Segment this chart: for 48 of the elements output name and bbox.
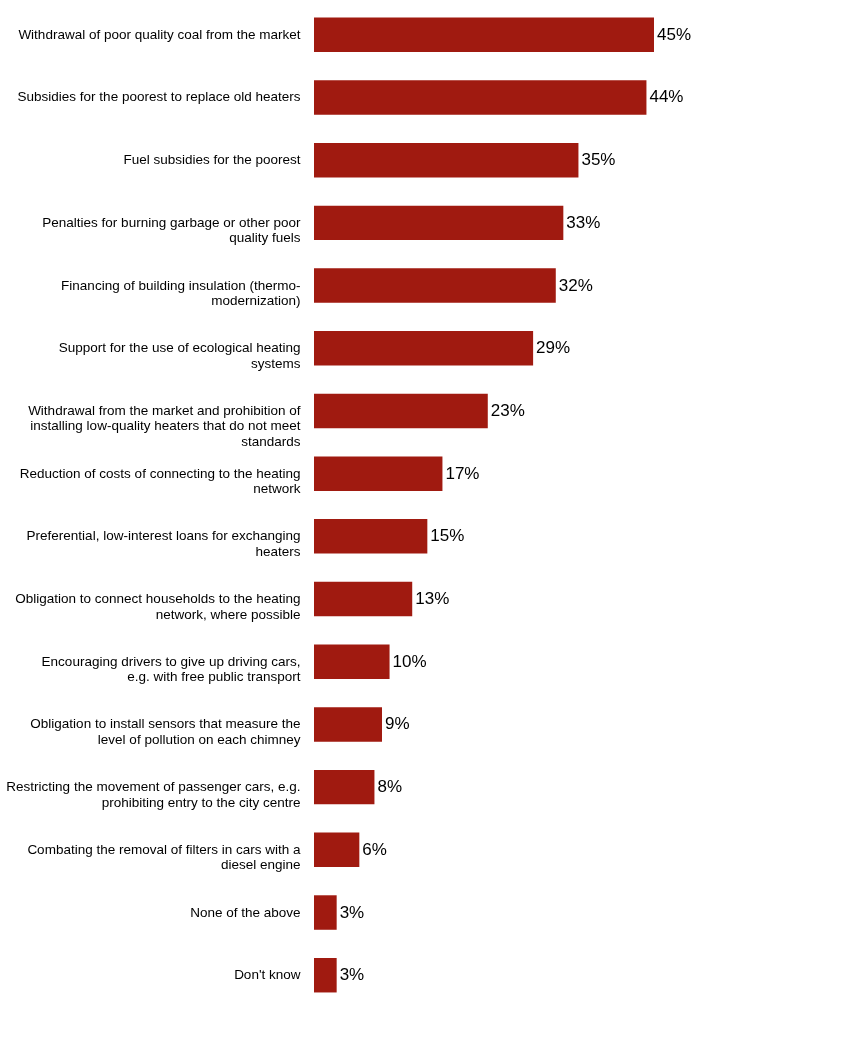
bar [314, 707, 382, 742]
bar [314, 456, 443, 491]
y-tick-label: None of the above [190, 904, 301, 920]
y-tick-label: Restricting the movement of passenger cars, e.g. prohibiting entry to the city centre [6, 779, 301, 810]
bar [314, 268, 556, 303]
data-label: 17% [445, 463, 480, 483]
data-label: 9% [385, 714, 410, 734]
y-tick-label: Preferential, low-interest loans for exchanging heaters [26, 528, 301, 559]
y-tick-label: Obligation to install sensors that measure the level of pollution on each chimney [30, 716, 301, 747]
data-label: 8% [377, 777, 403, 797]
bar [314, 519, 428, 554]
data-label: 3% [339, 965, 365, 985]
data-label: 35% [581, 150, 616, 170]
bar [314, 17, 654, 53]
data-label: 44% [649, 87, 684, 107]
data-label: 29% [536, 338, 571, 358]
data-label: 33% [566, 212, 601, 232]
y-tick-label: Withdrawal of poor quality coal from the market [18, 26, 301, 42]
y-tick-label: Reduction of costs of connecting to the heating network [19, 465, 301, 497]
y-tick-label: Combating the removal of filters in cars with a diesel engine [27, 841, 301, 873]
data-label: 6% [362, 839, 387, 859]
bar [314, 80, 647, 115]
data-label: 15% [430, 526, 465, 546]
y-tick-label: Don't know [234, 967, 301, 983]
y-tick-label: Fuel subsidies for the poorest [123, 152, 301, 168]
bar [314, 331, 534, 366]
y-tick-label: Obligation to connect households to the heating network, where possible [15, 591, 301, 622]
y-tick-label: Subsidies for the poorest to replace old heaters [17, 89, 301, 105]
data-label: 23% [490, 400, 525, 420]
y-tick-label: Penalties for burning garbage or other poor quality fuels [42, 214, 301, 246]
data-label: 32% [558, 275, 593, 295]
bar [314, 832, 360, 868]
bar [314, 581, 413, 617]
bar [314, 205, 564, 241]
bar [314, 769, 375, 805]
bar [314, 142, 579, 178]
y-tick-label: Support for the use of ecological heating systems [58, 340, 301, 371]
y-tick-label: Financing of building insulation (thermo-modernization) [61, 277, 301, 309]
data-label: 10% [392, 651, 427, 671]
data-label: 3% [339, 902, 365, 922]
data-label: 45% [657, 24, 692, 44]
data-label: 13% [415, 589, 450, 609]
bar [314, 957, 337, 993]
bar [314, 895, 337, 930]
y-tick-label: Withdrawal from the market and prohibition of installing low-quality heaters that do not meet standards [28, 402, 301, 449]
bar [314, 644, 390, 679]
y-tick-label: Encouraging drivers to give up driving cars, e.g. with free public transport [41, 653, 301, 685]
bar [314, 393, 488, 429]
